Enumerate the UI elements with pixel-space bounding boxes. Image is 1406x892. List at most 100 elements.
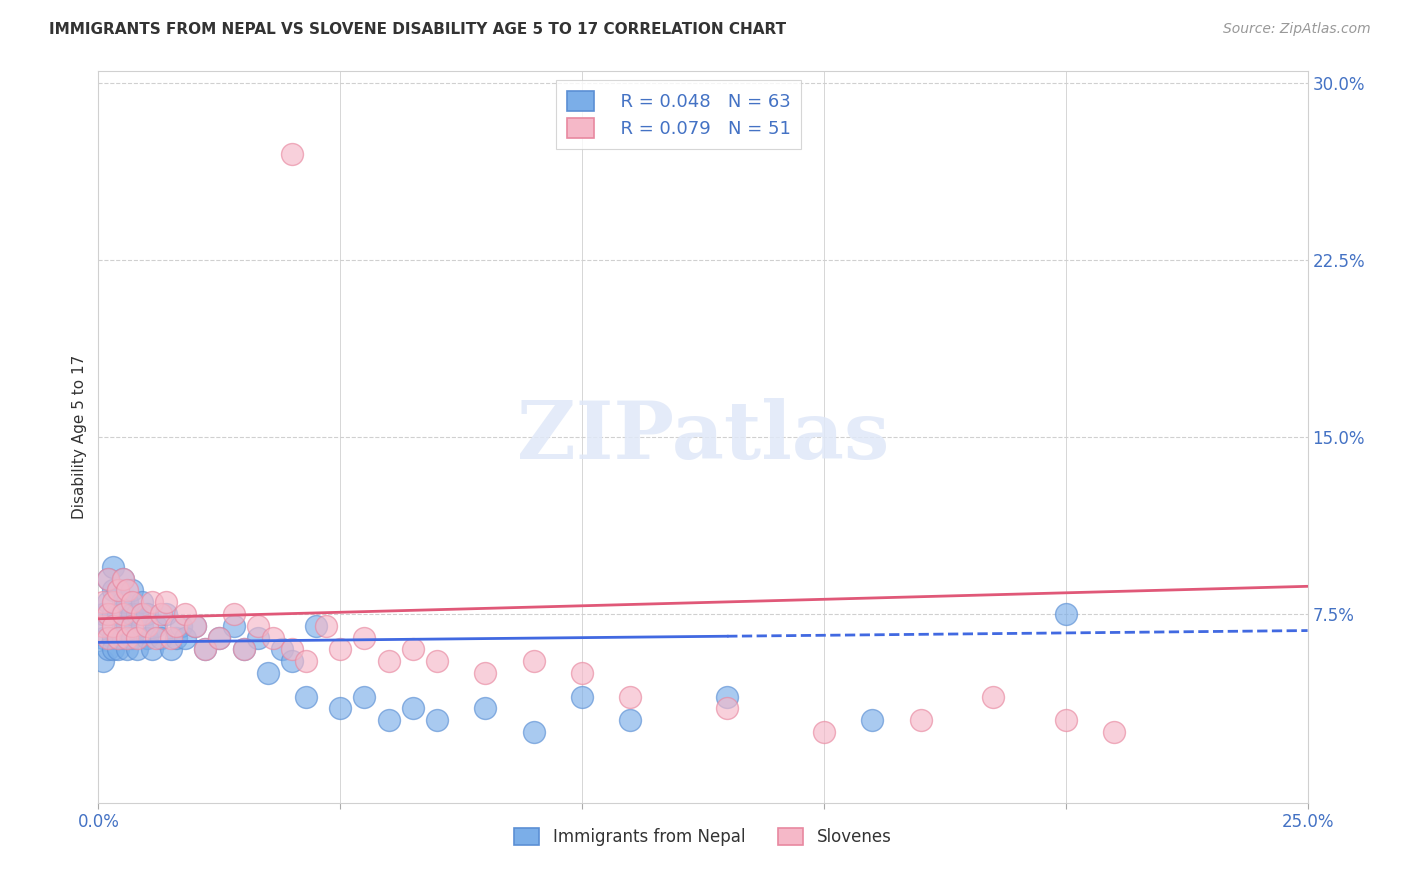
Point xyxy=(165,619,187,633)
Text: Source: ZipAtlas.com: Source: ZipAtlas.com xyxy=(1223,22,1371,37)
Point xyxy=(97,572,120,586)
Point xyxy=(619,690,641,704)
Point xyxy=(619,713,641,727)
Point xyxy=(571,690,593,704)
Point xyxy=(262,631,284,645)
Point xyxy=(101,583,124,598)
Point xyxy=(281,642,304,657)
Point xyxy=(91,654,114,668)
Point xyxy=(111,572,134,586)
Point xyxy=(117,595,139,609)
Point xyxy=(150,631,173,645)
Point xyxy=(91,595,114,609)
Point xyxy=(117,619,139,633)
Point xyxy=(91,631,114,645)
Point xyxy=(111,607,134,621)
Point xyxy=(131,607,153,621)
Point xyxy=(131,619,153,633)
Y-axis label: Disability Age 5 to 17: Disability Age 5 to 17 xyxy=(72,355,87,519)
Point xyxy=(121,583,143,598)
Point xyxy=(165,631,187,645)
Point xyxy=(402,642,425,657)
Point xyxy=(194,642,217,657)
Point xyxy=(91,607,114,621)
Point xyxy=(910,713,932,727)
Point xyxy=(222,607,245,621)
Point xyxy=(117,631,139,645)
Point xyxy=(295,654,318,668)
Point xyxy=(101,642,124,657)
Point xyxy=(402,701,425,715)
Point xyxy=(281,147,304,161)
Point xyxy=(222,619,245,633)
Point xyxy=(232,642,254,657)
Point xyxy=(97,595,120,609)
Point xyxy=(1102,725,1125,739)
Point xyxy=(329,642,352,657)
Point xyxy=(127,607,149,621)
Point xyxy=(107,631,129,645)
Point xyxy=(97,572,120,586)
Point xyxy=(813,725,835,739)
Point xyxy=(150,607,173,621)
Point xyxy=(281,654,304,668)
Point xyxy=(107,583,129,598)
Point xyxy=(91,619,114,633)
Point xyxy=(121,619,143,633)
Point xyxy=(184,619,207,633)
Point xyxy=(107,583,129,598)
Point xyxy=(426,654,449,668)
Point xyxy=(145,619,167,633)
Point xyxy=(1054,607,1077,621)
Point xyxy=(135,607,157,621)
Point xyxy=(194,642,217,657)
Point xyxy=(121,607,143,621)
Point xyxy=(155,595,177,609)
Point xyxy=(169,619,191,633)
Point xyxy=(135,619,157,633)
Point xyxy=(232,642,254,657)
Point xyxy=(160,642,183,657)
Point xyxy=(184,619,207,633)
Point xyxy=(107,607,129,621)
Point xyxy=(107,642,129,657)
Point xyxy=(174,631,197,645)
Point xyxy=(111,619,134,633)
Text: ZIPatlas: ZIPatlas xyxy=(517,398,889,476)
Point xyxy=(131,595,153,609)
Point xyxy=(101,619,124,633)
Point xyxy=(716,701,738,715)
Point xyxy=(97,642,120,657)
Point xyxy=(107,631,129,645)
Point xyxy=(121,595,143,609)
Point xyxy=(111,572,134,586)
Point xyxy=(271,642,294,657)
Point xyxy=(160,631,183,645)
Point xyxy=(295,690,318,704)
Point xyxy=(353,690,375,704)
Point xyxy=(208,631,231,645)
Point xyxy=(141,595,163,609)
Point xyxy=(315,619,337,633)
Point xyxy=(117,642,139,657)
Point xyxy=(117,583,139,598)
Point xyxy=(377,654,399,668)
Point xyxy=(474,701,496,715)
Point xyxy=(127,631,149,645)
Point xyxy=(111,631,134,645)
Point xyxy=(174,607,197,621)
Point xyxy=(141,642,163,657)
Point xyxy=(97,607,120,621)
Legend: Immigrants from Nepal, Slovenes: Immigrants from Nepal, Slovenes xyxy=(508,822,898,853)
Point xyxy=(523,654,546,668)
Point xyxy=(474,666,496,681)
Point xyxy=(101,607,124,621)
Point xyxy=(571,666,593,681)
Point xyxy=(208,631,231,645)
Point xyxy=(981,690,1004,704)
Point xyxy=(121,631,143,645)
Point xyxy=(155,607,177,621)
Point xyxy=(305,619,328,633)
Point xyxy=(127,642,149,657)
Point xyxy=(1054,713,1077,727)
